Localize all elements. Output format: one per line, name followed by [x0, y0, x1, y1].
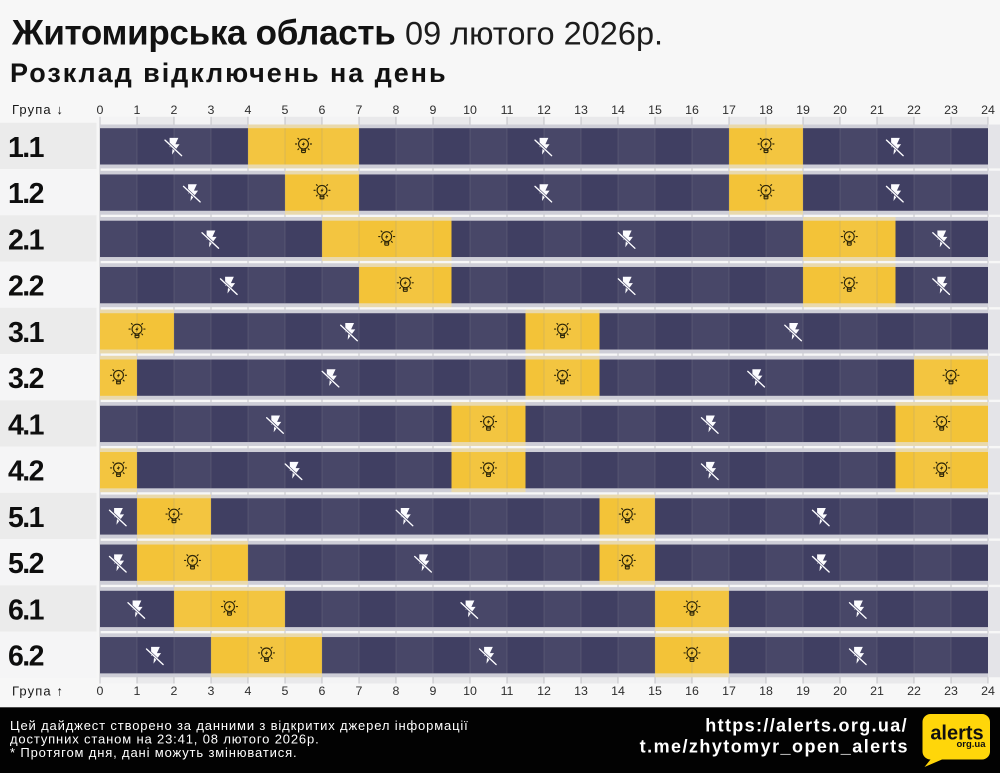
svg-text:5.2: 5.2 [8, 548, 44, 580]
svg-text:15: 15 [648, 684, 662, 698]
svg-text:1: 1 [134, 684, 141, 698]
svg-text:19: 19 [796, 684, 810, 698]
svg-text:t.me/zhytomyr_open_alerts: t.me/zhytomyr_open_alerts [640, 737, 909, 757]
svg-text:6: 6 [319, 103, 326, 117]
svg-text:24: 24 [981, 103, 995, 117]
svg-text:21: 21 [870, 103, 884, 117]
svg-text:2.1: 2.1 [8, 224, 45, 256]
svg-text:22: 22 [907, 103, 921, 117]
svg-text:14: 14 [611, 684, 625, 698]
svg-text:15: 15 [648, 103, 662, 117]
svg-text:10: 10 [463, 103, 477, 117]
svg-text:1.2: 1.2 [8, 178, 44, 210]
svg-text:23: 23 [944, 684, 958, 698]
svg-text:17: 17 [722, 684, 736, 698]
svg-text:09 лютого 2026р.: 09 лютого 2026р. [405, 16, 663, 52]
svg-text:8: 8 [393, 684, 400, 698]
svg-text:https://alerts.org.ua/: https://alerts.org.ua/ [705, 716, 908, 736]
svg-text:alerts: alerts [930, 723, 983, 745]
svg-text:22: 22 [907, 684, 921, 698]
svg-text:4.1: 4.1 [8, 409, 45, 441]
svg-text:18: 18 [759, 684, 773, 698]
svg-text:3.2: 3.2 [8, 363, 44, 395]
svg-text:5: 5 [282, 103, 289, 117]
svg-text:21: 21 [870, 684, 884, 698]
svg-text:0: 0 [97, 684, 104, 698]
svg-text:3: 3 [208, 103, 215, 117]
svg-text:18: 18 [759, 103, 773, 117]
svg-text:5: 5 [282, 684, 289, 698]
svg-text:4: 4 [245, 103, 252, 117]
svg-text:20: 20 [833, 684, 847, 698]
svg-text:* Протягом дня, дані можуть зм: * Протягом дня, дані можуть змінюватися. [10, 745, 297, 760]
svg-text:6: 6 [319, 684, 326, 698]
svg-text:доступних станом на 23:41, 08: доступних станом на 23:41, 08 лютого 202… [10, 732, 320, 747]
svg-text:9: 9 [430, 684, 437, 698]
svg-text:0: 0 [97, 103, 104, 117]
svg-text:11: 11 [501, 103, 514, 117]
svg-text:8: 8 [393, 103, 400, 117]
svg-text:13: 13 [574, 684, 588, 698]
svg-text:6.1: 6.1 [8, 594, 45, 626]
svg-text:4.2: 4.2 [8, 456, 44, 488]
svg-text:7: 7 [356, 684, 363, 698]
svg-text:Розклад відключень на день: Розклад відключень на день [10, 58, 448, 88]
svg-text:13: 13 [574, 103, 588, 117]
svg-text:1: 1 [134, 103, 141, 117]
svg-text:23: 23 [944, 103, 958, 117]
svg-text:2: 2 [171, 103, 178, 117]
svg-text:3.1: 3.1 [8, 317, 45, 349]
svg-text:2.2: 2.2 [8, 271, 44, 303]
svg-text:12: 12 [537, 103, 551, 117]
svg-text:4: 4 [245, 684, 252, 698]
svg-text:11: 11 [501, 684, 514, 698]
svg-text:10: 10 [463, 684, 477, 698]
svg-text:9: 9 [430, 103, 437, 117]
svg-text:16: 16 [685, 684, 699, 698]
svg-text:Цей дайджест створено за данни: Цей дайджест створено за данними з відкр… [10, 718, 469, 733]
svg-text:org.ua: org.ua [956, 739, 986, 750]
svg-text:Житомирська область: Житомирська область [11, 14, 395, 53]
svg-text:16: 16 [685, 103, 699, 117]
svg-text:Група ↓: Група ↓ [12, 102, 64, 117]
svg-text:17: 17 [722, 103, 736, 117]
svg-text:24: 24 [981, 684, 995, 698]
svg-text:12: 12 [537, 684, 551, 698]
svg-text:2: 2 [171, 684, 178, 698]
svg-text:19: 19 [796, 103, 810, 117]
svg-text:7: 7 [356, 103, 363, 117]
svg-text:Група ↑: Група ↑ [12, 684, 64, 699]
svg-text:3: 3 [208, 684, 215, 698]
svg-text:5.1: 5.1 [8, 502, 45, 534]
svg-text:14: 14 [611, 103, 625, 117]
svg-text:1.1: 1.1 [8, 132, 45, 164]
svg-text:6.2: 6.2 [8, 641, 44, 673]
svg-text:20: 20 [833, 103, 847, 117]
